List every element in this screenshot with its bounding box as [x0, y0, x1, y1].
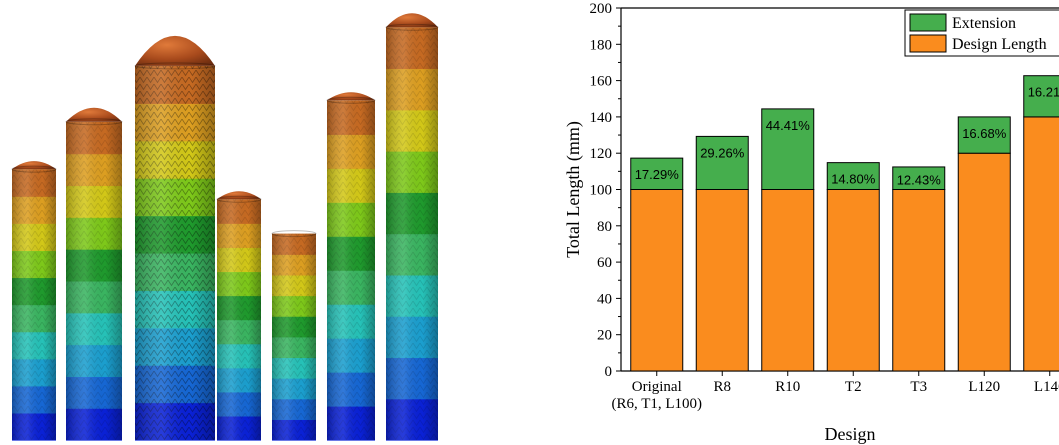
- simulation-render: [11, 13, 439, 441]
- y-tick-label: 40: [597, 291, 612, 307]
- column-rim: [271, 230, 317, 238]
- x-tick-label: (R6, T1, L100): [611, 396, 702, 412]
- bar-extension: [695, 135, 749, 190]
- column-shading: [66, 121, 122, 441]
- column-5: [271, 230, 317, 441]
- column-dome: [386, 13, 438, 28]
- column-shading: [217, 199, 261, 440]
- bar-label: 14.80%: [831, 172, 876, 187]
- x-axis-title: Design: [825, 424, 876, 444]
- bar-design-length: [957, 152, 1011, 372]
- column-shading: [386, 27, 438, 440]
- y-tick-label: 200: [590, 1, 613, 17]
- y-tick-label: 0: [605, 364, 613, 380]
- bar-extension: [892, 166, 946, 190]
- x-tick-label: L120: [968, 379, 1000, 395]
- column-shading: [135, 65, 215, 441]
- x-tick-label: T2: [845, 379, 862, 395]
- bar-design-length: [826, 189, 880, 372]
- bar-extension: [761, 108, 815, 190]
- legend-swatch: [909, 34, 947, 53]
- bar-extension: [630, 157, 684, 191]
- column-rim: [385, 23, 439, 31]
- y-tick-label: 80: [597, 219, 612, 235]
- legend-label: Extension: [952, 15, 1016, 32]
- column-shading: [327, 100, 375, 441]
- bar-design-length: [892, 189, 946, 372]
- column-4: [216, 191, 262, 441]
- bar-label: 12.43%: [897, 173, 942, 188]
- y-tick-label: 120: [590, 146, 613, 162]
- column-7: [385, 13, 439, 441]
- y-tick-label: 60: [597, 255, 612, 271]
- bar-design-length: [761, 189, 815, 372]
- column-rim: [134, 62, 216, 70]
- bar-label: 29.26%: [700, 145, 745, 160]
- y-tick-label: 20: [597, 328, 612, 344]
- column-1: [11, 161, 57, 441]
- legend: Extension Design Length: [904, 9, 1059, 57]
- bar-label: 44.41%: [766, 118, 811, 133]
- x-tick-label: T3: [910, 379, 927, 395]
- column-dome: [135, 35, 215, 66]
- bar-extension: [1023, 75, 1059, 118]
- bar-extension: [826, 162, 880, 190]
- stacked-bar-chart: 0 20 40 60 80 100 120 140 160 180 200 Total Length …: [563, 1, 1059, 444]
- column-dome: [217, 191, 261, 200]
- bar-design-length: [1023, 116, 1059, 372]
- y-tick-label: 180: [590, 37, 613, 53]
- column-dome: [12, 161, 56, 170]
- column-rim: [216, 195, 262, 203]
- column-rim: [326, 96, 376, 104]
- bar-design-length: [630, 189, 684, 372]
- bar-label: 16.21%: [1028, 85, 1059, 100]
- legend-label: Design Length: [952, 36, 1047, 53]
- y-tick-label: 140: [590, 110, 613, 126]
- column-6: [326, 92, 376, 441]
- x-tick-label: L140: [1034, 379, 1059, 395]
- column-rim: [65, 118, 123, 126]
- column-shading: [272, 233, 316, 440]
- bar-design-length: [695, 189, 749, 372]
- y-tick-label: 160: [590, 74, 613, 90]
- x-tick-label: R8: [713, 379, 731, 395]
- bar-extension: [957, 116, 1011, 154]
- column-rim: [11, 165, 57, 173]
- bar-label: 16.68%: [962, 126, 1007, 141]
- column-dome: [66, 107, 122, 122]
- y-tick-label: 100: [590, 183, 613, 199]
- legend-swatch: [909, 13, 947, 32]
- bar-label: 17.29%: [635, 167, 680, 182]
- y-axis-title: Total Length (mm): [563, 121, 584, 258]
- x-tick-label: Original: [632, 379, 682, 395]
- column-2: [65, 107, 123, 441]
- x-tick-label: R10: [775, 379, 800, 395]
- column-3: [134, 35, 216, 441]
- column-shading: [12, 169, 56, 440]
- column-dome: [327, 92, 375, 101]
